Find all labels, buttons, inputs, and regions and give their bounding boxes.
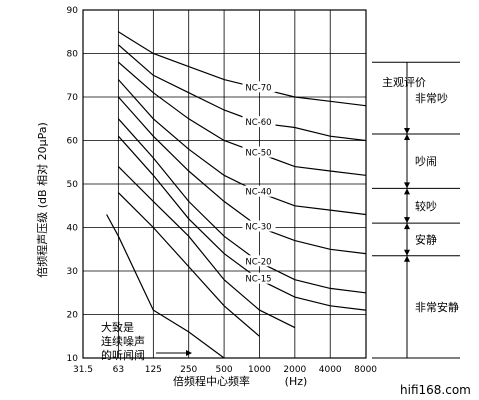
nc-curves: NC-70 NC-60 NC-50 NC-40 NC-30 NC-20 NC-15: [106, 31, 366, 359]
evaluation-band-0: 非常吵: [415, 92, 448, 105]
x-tick-label-6: 2000: [283, 365, 306, 375]
series-line-3: [117, 79, 366, 216]
y-tick-label-0: 10: [67, 354, 79, 364]
series-line-4: [117, 96, 366, 255]
annotation-line-3: 的听闻阈: [101, 348, 145, 362]
evaluation-band-4: 非常安静: [415, 300, 459, 314]
series-label-3: NC-40: [245, 188, 271, 198]
evaluation-arrow-up-1: [404, 133, 410, 140]
annotation-line-1: 大致是: [101, 320, 134, 334]
series-line-6: [117, 135, 366, 311]
series-label-6: NC-15: [245, 275, 271, 285]
series-label-bg-2: [242, 146, 276, 158]
series-label-bg-6: [242, 272, 276, 284]
annotation-arrowhead: [186, 350, 192, 356]
series-label-bg-1: [242, 116, 276, 128]
x-tick-label-5: 1000: [248, 365, 271, 375]
plot-border: [82, 9, 367, 359]
evaluation-arrow-down-4: [404, 249, 410, 256]
y-tick-label-4: 50: [67, 180, 79, 190]
series-line-1: [118, 44, 366, 142]
x-axis-unit: (Hz): [285, 375, 308, 388]
evaluation-arrow-up-4: [404, 255, 410, 262]
y-tick-label-3: 40: [67, 224, 79, 234]
plot-frame: [82, 9, 367, 359]
series-label-bg-5: [242, 255, 276, 267]
evaluation-arrow-down-2: [404, 182, 410, 189]
series-line-9: [106, 214, 225, 359]
y-axis-title: 倍频程声压级 (dB 相对 20μPa): [35, 122, 49, 277]
evaluation-arrow-up-2: [404, 188, 410, 195]
y-tick-label-5: 60: [67, 137, 79, 147]
annotation-line-2: 连续噪声: [101, 334, 145, 348]
series-label-bg-4: [242, 220, 276, 232]
y-tick-label-8: 90: [67, 6, 79, 16]
x-tick-label-0: 31.5: [73, 365, 93, 375]
series-label-2: NC-50: [245, 149, 271, 159]
series-line-0: [118, 31, 366, 107]
x-tick-label-1: 63: [113, 365, 124, 375]
evaluation-arrow-down-3: [404, 217, 410, 224]
evaluation-band-1: 吵闹: [415, 155, 437, 168]
series-label-5: NC-20: [245, 257, 271, 267]
x-tick-label-4: 500: [215, 365, 232, 375]
x-tick-label-7: 4000: [319, 365, 342, 375]
series-label-0: NC-70: [245, 83, 271, 93]
evaluation-title: 主观评价: [382, 76, 426, 89]
threshold-annotation: 大致是 连续噪声 的听闻阈: [101, 320, 192, 362]
evaluation-band-2: 较吵: [415, 199, 437, 213]
evaluation-band-3: 安静: [415, 232, 437, 246]
x-tick-label-2: 125: [145, 365, 162, 375]
x-tick-label-8: 8000: [354, 365, 377, 375]
series-line-7: [117, 166, 296, 329]
series-label-1: NC-60: [245, 118, 271, 128]
x-tick-label-3: 250: [180, 365, 197, 375]
evaluation-arrow-down-1: [404, 127, 410, 134]
y-tick-label-1: 20: [67, 311, 79, 321]
series-label-4: NC-30: [245, 223, 271, 233]
series-line-2: [118, 61, 366, 176]
series-label-bg-3: [242, 185, 276, 197]
axis-ticks: 10 20 30 40 50 60 70 80 90 31.5 63 125 250 500 1000 200…: [67, 6, 378, 375]
x-axis-title: 倍频程中心频率: [173, 374, 250, 388]
series-line-8: [117, 192, 260, 337]
series-line-5: [117, 118, 366, 294]
watermark: hifi168.com: [400, 383, 471, 397]
series-label-bg-0: [242, 81, 276, 93]
y-tick-label-6: 70: [67, 93, 79, 103]
evaluation-arrow-up-3: [404, 223, 410, 230]
y-tick-label-2: 30: [67, 267, 79, 277]
y-tick-label-7: 80: [67, 50, 79, 60]
